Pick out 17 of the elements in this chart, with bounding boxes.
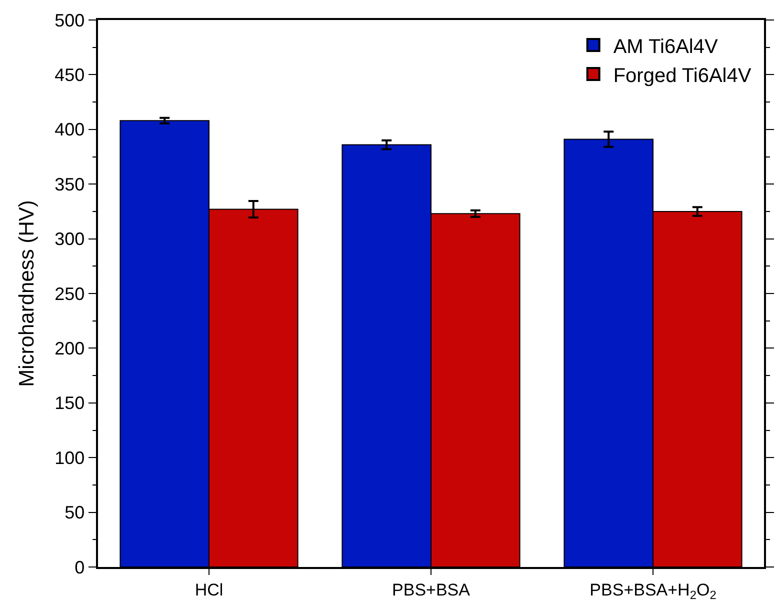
y-tick-label: 200	[54, 338, 85, 358]
y-tick-label: 50	[64, 502, 85, 523]
y-tick-label: 500	[54, 10, 85, 30]
y-axis-title: Microhardness (HV)	[15, 200, 38, 387]
y-tick-label: 350	[54, 174, 85, 194]
y-tick-label: 400	[54, 120, 85, 140]
y-tick-label: 100	[54, 448, 85, 468]
legend-label: Forged Ti6Al4V	[613, 64, 752, 87]
y-tick-label: 0	[74, 557, 85, 578]
x-tick-label: PBS+BSA	[392, 580, 471, 600]
x-tick-label: PBS+BSA+H$_{2}$O$_{2}$	[590, 580, 717, 602]
legend-label: AM Ti6Al4V	[613, 36, 718, 58]
y-tick-label: 150	[54, 393, 85, 414]
x-tick-label: HCl	[194, 580, 224, 600]
y-tick-label: 250	[54, 284, 85, 304]
y-tick-label: 450	[54, 65, 85, 85]
y-tick-label: 300	[54, 229, 85, 250]
